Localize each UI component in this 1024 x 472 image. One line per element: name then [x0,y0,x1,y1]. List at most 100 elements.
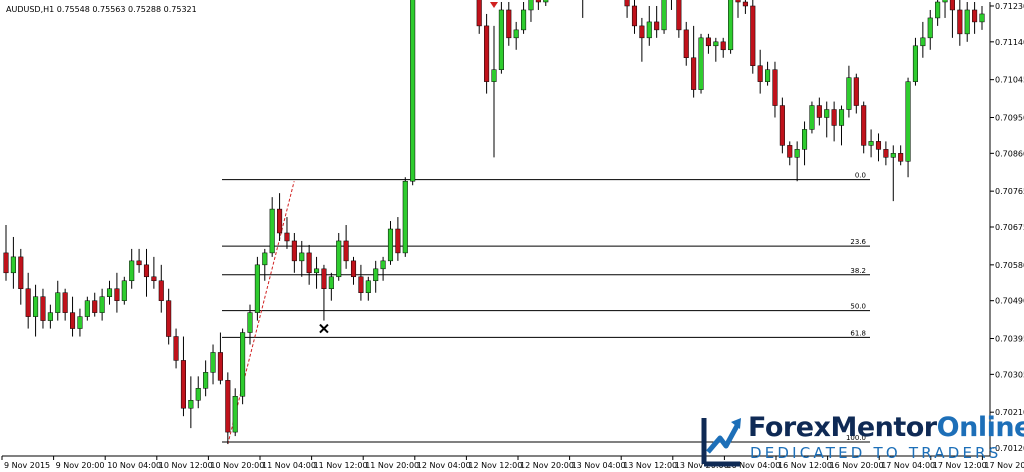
bull-candle [713,41,719,47]
bull-candle [920,37,926,47]
logo-online: Online [936,412,1024,443]
bear-candle [476,0,482,27]
bear-candle [506,9,512,39]
bear-candle [291,240,297,262]
bear-candle [654,21,660,31]
bear-candle [957,9,963,35]
bull-candle [912,45,918,82]
bull-candle [240,332,246,397]
bull-candle [935,1,941,19]
bull-candle [905,81,911,162]
bear-candle [158,280,164,301]
bear-candle [3,252,9,274]
x-marker-icon [319,323,329,334]
bull-candle [521,9,527,31]
bull-candle [314,268,320,274]
x-tick-label: 17 Nov 04:00 [881,461,935,470]
bear-candle [143,264,150,278]
bear-candle [343,240,349,262]
trend-line-segment [227,181,295,445]
bull-candle [99,296,105,313]
bear-candle [151,276,157,282]
bear-candle [875,141,882,150]
bull-candle [380,260,386,270]
y-tick-label: 0.70675 [995,223,1024,232]
bull-candle [646,21,652,39]
bull-candle [262,252,268,266]
x-tick-label: 16 Nov 04:00 [726,461,780,470]
y-tick-label: 0.70305 [995,370,1024,379]
x-tick-label: 10 Nov 12:00 [159,461,213,470]
bull-candle [890,153,896,158]
bear-candle [691,57,697,90]
logo-forex: Forex [748,412,831,443]
bear-candle [395,228,401,254]
bull-candle [794,149,800,158]
bear-candle [750,5,756,66]
bear-candle [772,69,778,106]
bear-candle [831,109,837,126]
bull-candle [47,312,53,321]
bear-candle [624,0,630,7]
bear-candle [949,0,955,11]
bull-candle [661,0,667,31]
y-tick-label: 0.70765 [995,187,1024,196]
bull-candle [210,352,216,373]
bear-candle [861,105,867,146]
bull-candle [979,13,985,23]
bull-candle [942,0,948,3]
bull-candle [373,268,379,282]
bear-candle [306,252,312,274]
bull-candle [269,208,275,254]
bull-candle [964,9,970,35]
bear-candle [816,105,822,118]
bull-candle [10,256,16,274]
bear-candle [321,268,327,289]
bear-candle [683,29,689,59]
bull-candle [824,109,830,118]
bull-candle [299,252,305,262]
bull-candle [528,0,534,11]
logo-arrow-icon [701,418,741,467]
bull-candle [195,388,201,401]
x-tick-label: 12 Nov 20:00 [520,461,574,470]
fibonacci-retracement[interactable]: 0.0 23.6 38.2 50.0 61.8 100.0 [222,172,870,443]
bear-candle [720,41,726,51]
x-tick-label: 16 Nov 12:00 [778,461,832,470]
bear-candle [277,208,283,234]
bull-candle [232,396,238,433]
bull-candle [33,296,39,317]
y-tick-label: 0.70395 [995,335,1024,344]
symbol-timeframe: AUDUSD,H1 [6,5,55,14]
top-shift-marker-icon [490,2,498,8]
markers [319,2,498,334]
bear-candle [225,380,231,433]
bull-candle [84,300,90,317]
bear-candle [114,288,120,301]
bull-candle [809,105,815,130]
bear-candle [92,300,98,313]
x-tick-label: 17 Nov 20:00 [984,461,1024,470]
x-tick-label: 9 Nov 20:00 [56,461,105,470]
bear-candle [18,256,24,289]
bull-candle [121,280,127,301]
bull-candle [203,372,209,389]
logo-mentor: Mentor [830,412,937,443]
symbol-ohlc-header: AUDUSD,H1 0.75548 0.75563 0.75288 0.7532… [6,5,197,14]
bull-candle [513,29,519,39]
bear-candle [350,260,357,278]
fib-level-label: 100.0 [846,434,866,442]
bull-candle [802,129,808,150]
bear-candle [180,360,186,409]
trend-line[interactable] [227,181,295,445]
x-tick-label: 13 Nov 12:00 [623,461,677,470]
fib-level-label: 61.8 [850,329,866,337]
bull-candle [365,280,371,293]
fib-level-label: 23.6 [850,238,866,246]
bear-candle [972,9,978,23]
